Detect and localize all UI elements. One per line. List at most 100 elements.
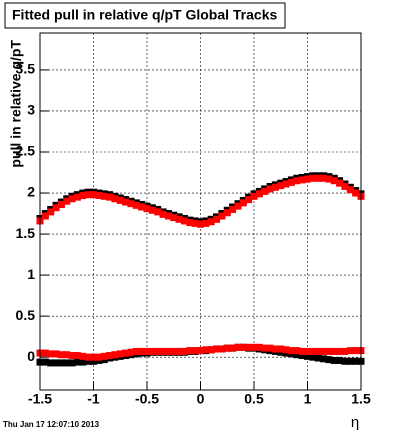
marker — [309, 347, 317, 355]
x-tick-label: 0.5 — [244, 391, 264, 407]
marker — [122, 349, 130, 357]
marker — [100, 352, 108, 360]
marker — [352, 357, 360, 365]
marker — [229, 205, 237, 213]
marker — [223, 209, 231, 217]
marker — [197, 347, 204, 355]
marker — [79, 358, 87, 366]
marker — [73, 352, 81, 360]
marker — [298, 347, 306, 355]
marker — [159, 347, 167, 355]
marker — [304, 347, 311, 355]
marker — [336, 179, 344, 187]
marker — [180, 347, 188, 355]
marker — [47, 359, 55, 367]
marker — [282, 346, 290, 354]
marker — [298, 352, 306, 360]
marker — [336, 356, 344, 364]
marker — [213, 345, 221, 353]
marker — [239, 199, 247, 207]
marker — [90, 191, 97, 199]
marker — [63, 351, 71, 359]
marker — [175, 347, 183, 355]
marker — [352, 189, 360, 197]
marker — [245, 196, 253, 204]
marker — [197, 220, 204, 228]
marker — [106, 352, 114, 360]
y-tick-label: 2.5 — [16, 143, 36, 159]
marker — [277, 345, 285, 353]
marker — [304, 352, 311, 360]
marker — [73, 358, 81, 366]
marker — [41, 212, 49, 220]
y-tick-label: 0.5 — [16, 307, 36, 323]
marker — [287, 178, 295, 186]
marker — [90, 357, 97, 365]
x-axis-label: η — [351, 414, 359, 431]
marker — [95, 353, 103, 361]
marker — [73, 193, 81, 201]
marker — [41, 349, 49, 357]
marker — [84, 353, 92, 361]
marker — [309, 353, 317, 361]
x-tick-label: -1 — [87, 391, 100, 407]
x-tick-label: -0.5 — [135, 391, 159, 407]
x-tick-label: 1.5 — [351, 391, 371, 407]
marker — [138, 347, 146, 355]
marker — [261, 344, 269, 352]
marker — [266, 185, 274, 193]
marker — [330, 356, 338, 364]
marker — [175, 215, 183, 223]
marker — [148, 206, 156, 214]
marker — [191, 347, 199, 355]
marker — [154, 347, 162, 355]
marker — [111, 351, 119, 359]
marker — [52, 204, 60, 212]
marker — [336, 347, 344, 355]
marker — [330, 347, 338, 355]
marker — [63, 359, 71, 367]
marker — [314, 347, 322, 355]
marker — [132, 347, 140, 355]
marker — [95, 191, 103, 199]
marker — [111, 195, 119, 203]
marker — [341, 347, 349, 355]
title-box — [4, 2, 286, 29]
marker — [213, 215, 221, 223]
marker — [250, 343, 258, 351]
marker — [255, 190, 263, 198]
y-tick-label: 1.5 — [16, 225, 36, 241]
marker — [116, 196, 124, 204]
marker — [330, 177, 338, 185]
marker — [57, 359, 65, 367]
marker — [271, 345, 279, 353]
timestamp: Thu Jan 17 12:07:10 2013 — [3, 420, 100, 429]
marker — [234, 202, 242, 210]
marker — [325, 347, 333, 355]
marker — [63, 197, 71, 205]
y-tick-label: 3 — [27, 102, 35, 118]
x-tick-label: 1 — [304, 391, 312, 407]
marker — [159, 210, 167, 218]
marker — [346, 357, 354, 365]
marker — [320, 347, 328, 355]
frame — [39, 32, 362, 391]
marker — [266, 344, 274, 352]
x-tick-label: -1.5 — [28, 391, 52, 407]
marker — [68, 352, 76, 360]
marker — [41, 358, 49, 366]
marker — [47, 208, 55, 216]
y-tick-label: 1 — [27, 266, 35, 282]
marker — [52, 350, 60, 358]
marker — [218, 212, 226, 220]
marker — [309, 174, 317, 182]
marker — [122, 198, 130, 206]
marker — [314, 354, 322, 362]
marker — [234, 343, 242, 351]
marker — [52, 359, 60, 367]
marker — [84, 357, 92, 365]
marker — [293, 347, 301, 355]
marker — [282, 180, 290, 188]
marker — [143, 205, 151, 213]
